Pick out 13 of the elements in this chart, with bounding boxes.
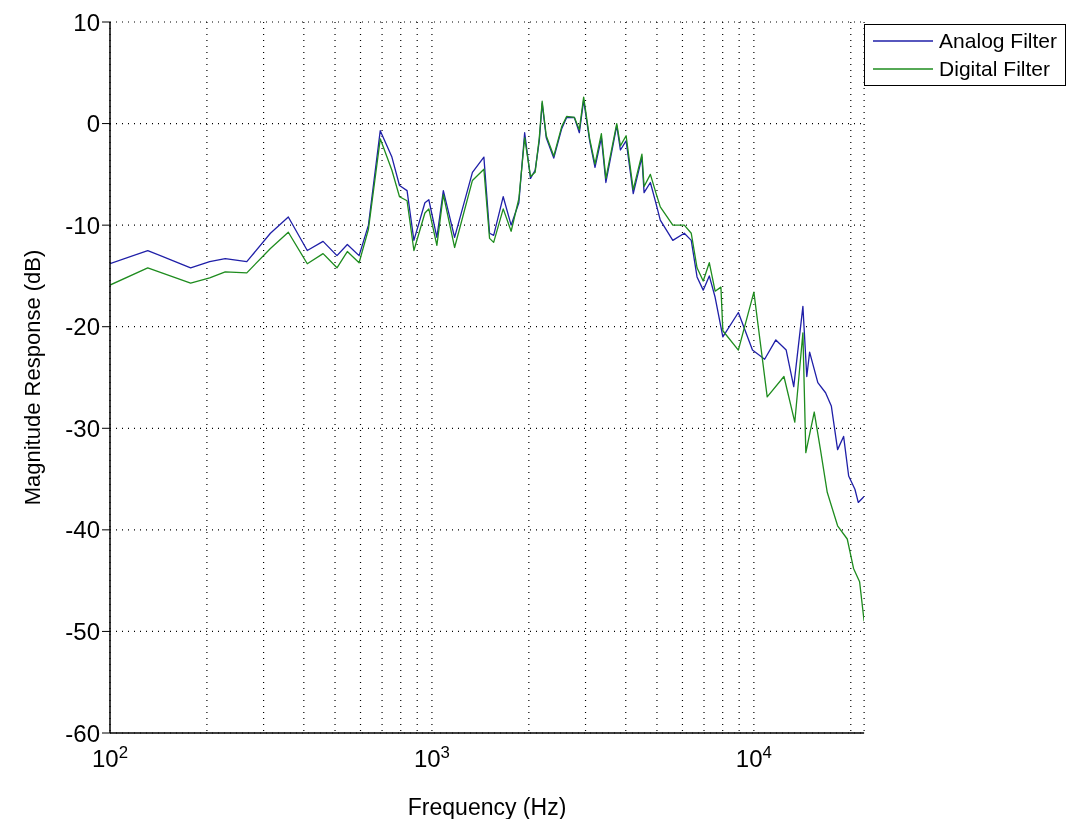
x-tick-label: 10$^{4}$ <box>735 742 772 772</box>
x-tick-label: 10$^{3}$ <box>413 742 450 772</box>
y-tick-label: -30 <box>65 414 100 442</box>
y-tick-label: -10 <box>65 211 100 239</box>
y-tick-label: 0 <box>86 110 100 138</box>
y-axis-title: Magnitude Response (dB) <box>19 249 45 506</box>
legend-label: Digital Filter <box>939 56 1050 82</box>
x-axis-title: Frequency (Hz) <box>407 794 567 820</box>
legend-label: Analog Filter <box>939 28 1057 54</box>
y-tick-label: 10 <box>73 8 100 36</box>
y-tick-label: -40 <box>65 516 100 544</box>
y-tick-label: -20 <box>65 313 100 341</box>
y-tick-label: -50 <box>65 617 100 645</box>
